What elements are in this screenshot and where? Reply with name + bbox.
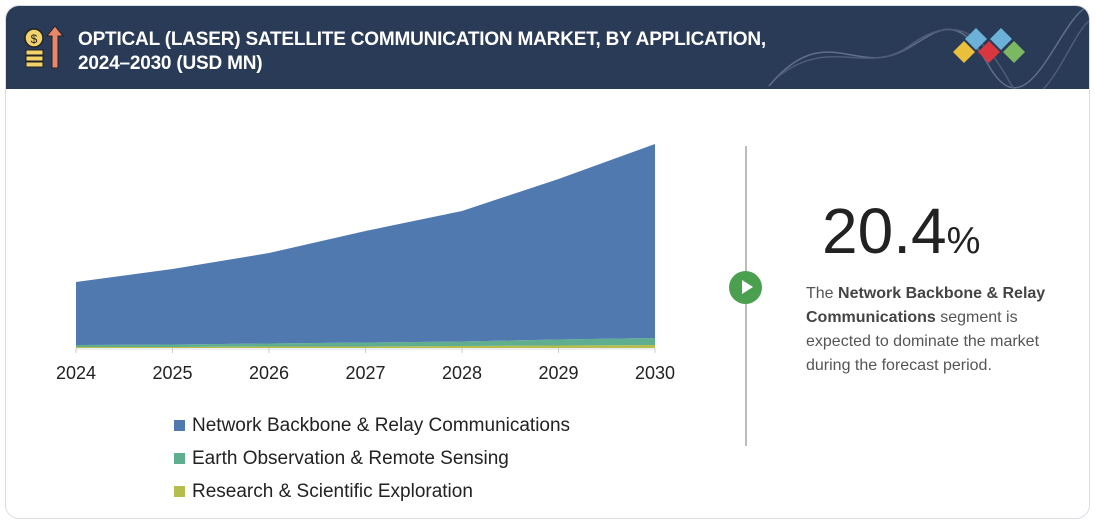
money-growth-icon: $ (24, 25, 65, 69)
legend-item-network: Network Backbone & Relay Communications (174, 409, 570, 442)
title-line-2: 2024–2030 (USD MN) (78, 53, 263, 74)
header-banner: $ OPTICAL (LASER) SATELLITE COMMUNICATIO… (6, 6, 1089, 89)
legend-label: Earth Observation & Remote Sensing (192, 447, 509, 469)
legend-item-research: Research & Scientific Exploration (174, 475, 570, 508)
legend-swatch (174, 486, 185, 497)
desc-bold: Network Backbone & Relay Communications (806, 285, 1046, 326)
desc-post: segment is expected to dominate the mark… (806, 309, 1040, 374)
x-tick-label: 2024 (56, 363, 96, 383)
legend-swatch (174, 453, 185, 464)
svg-text:$: $ (31, 32, 38, 46)
legend-label: Research & Scientific Exploration (192, 480, 473, 502)
x-tick-label: 2025 (152, 363, 192, 383)
x-tick-label: 2026 (249, 363, 289, 383)
x-tick-label: 2027 (345, 363, 385, 383)
x-tick-label: 2030 (635, 363, 675, 383)
area-network-backbone-relay-communications (76, 144, 655, 345)
cagr-number: 20.4 (822, 195, 947, 267)
infographic-card: $ OPTICAL (LASER) SATELLITE COMMUNICATIO… (5, 5, 1090, 519)
chart-legend: Network Backbone & Relay Communications … (174, 409, 570, 508)
desc-pre: The (806, 285, 839, 302)
x-tick-label: 2028 (442, 363, 482, 383)
cagr-value: 20.4% (822, 194, 980, 268)
cagr-unit: % (946, 220, 981, 262)
diamond-logo-icon (768, 6, 1089, 89)
legend-label: Network Backbone & Relay Communications (192, 414, 571, 436)
play-icon (729, 271, 762, 304)
legend-swatch (174, 420, 185, 431)
highlight-description: The Network Backbone & Relay Communicati… (806, 282, 1066, 378)
x-tick-label: 2029 (538, 363, 578, 383)
title-line-1: OPTICAL (LASER) SATELLITE COMMUNICATION … (78, 29, 766, 50)
area-chart: 2024 2025 2026 2027 2028 2029 2030 (56, 144, 675, 383)
chart-title: OPTICAL (LASER) SATELLITE COMMUNICATION … (78, 28, 766, 76)
legend-item-earth: Earth Observation & Remote Sensing (174, 442, 570, 475)
